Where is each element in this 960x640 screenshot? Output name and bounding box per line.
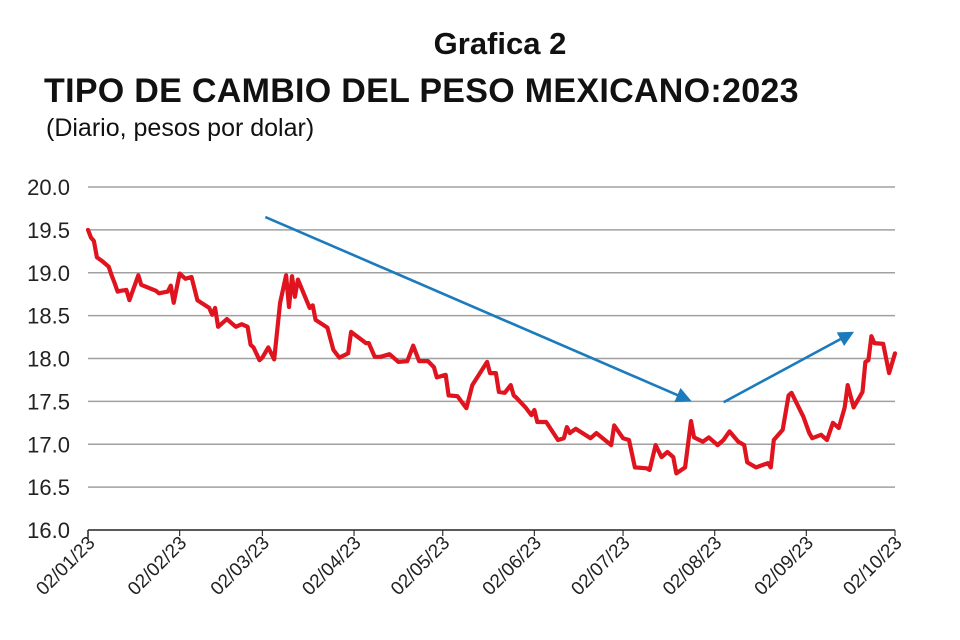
- y-tick-label: 18.5: [27, 304, 70, 329]
- x-tick-label: 02/05/23: [387, 533, 454, 600]
- y-tick-label: 16.5: [27, 475, 70, 500]
- y-tick-label: 19.5: [27, 218, 70, 243]
- y-tick-label: 17.0: [27, 432, 70, 457]
- y-tick-label: 17.5: [27, 389, 70, 414]
- x-tick-label: 02/09/23: [751, 533, 818, 600]
- x-tick-label: 02/07/23: [567, 533, 634, 600]
- chart-subtitle: (Diario, pesos por dolar): [46, 114, 315, 142]
- exchange-rate-line: [85, 227, 898, 476]
- downtrend-arrow: [264, 215, 692, 403]
- x-tick-label: 02/10/23: [839, 533, 906, 600]
- uptrend-arrow: [722, 331, 855, 404]
- chart-title: TIPO DE CAMBIO DEL PESO MEXICANO:2023: [44, 72, 799, 110]
- x-tick-label: 02/03/23: [207, 533, 274, 600]
- x-tick-label: 02/04/23: [298, 533, 365, 600]
- y-tick-label: 20.0: [27, 175, 70, 200]
- y-tick-label: 19.0: [27, 261, 70, 286]
- y-tick-label: 16.0: [27, 518, 70, 543]
- x-tick-label: 02/02/23: [124, 533, 191, 600]
- x-tick-label: 02/06/23: [479, 533, 546, 600]
- chart-number-title: Grafica 2: [433, 26, 567, 61]
- y-tick-label: 18.0: [27, 347, 70, 372]
- x-tick-label: 02/08/23: [659, 533, 726, 600]
